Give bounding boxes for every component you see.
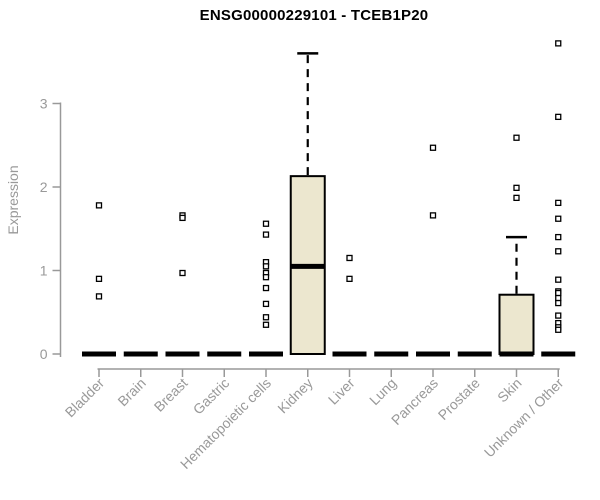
outlier-unknown-other-11 xyxy=(555,312,562,319)
outlier-pancreas-0 xyxy=(429,144,437,151)
outlier-skin-2 xyxy=(513,194,520,202)
outlier-bladder-2 xyxy=(95,293,103,300)
x-tick-label-breast: Breast xyxy=(151,375,191,415)
x-tick-label-kidney: Kidney xyxy=(274,375,316,417)
outlier-unknown-other-3 xyxy=(555,215,562,222)
outlier-hematopoietic-cells-7 xyxy=(262,300,270,308)
outlier-hematopoietic-cells-0 xyxy=(262,220,270,227)
outlier-unknown-other-1 xyxy=(555,113,562,121)
x-tick-label-lung: Lung xyxy=(366,375,399,408)
outlier-bladder-1 xyxy=(95,275,103,283)
outlier-hematopoietic-cells-3 xyxy=(262,263,270,270)
outlier-bladder-0 xyxy=(95,202,103,209)
outlier-pancreas-1 xyxy=(429,212,437,219)
outlier-unknown-other-0 xyxy=(555,40,562,47)
outlier-unknown-other-10 xyxy=(555,299,562,307)
outlier-skin-0 xyxy=(513,134,520,141)
y-tick-label: 2 xyxy=(40,179,48,195)
x-tick-label-skin: Skin xyxy=(494,375,525,406)
outlier-liver-0 xyxy=(346,254,353,262)
outlier-hematopoietic-cells-6 xyxy=(262,284,270,292)
outlier-hematopoietic-cells-8 xyxy=(262,314,270,321)
x-tick-label-liver: Liver xyxy=(325,375,358,408)
outlier-breast-1 xyxy=(179,214,186,222)
chart-title: ENSG00000229101 - TCEB1P20 xyxy=(199,7,429,24)
outlier-unknown-other-2 xyxy=(555,199,562,207)
outlier-breast-2 xyxy=(179,269,186,277)
x-tick-label-bladder: Bladder xyxy=(62,375,108,421)
outlier-skin-1 xyxy=(513,184,520,191)
x-tick-label-brain: Brain xyxy=(114,375,148,409)
box-skin xyxy=(498,293,535,355)
y-tick-label: 3 xyxy=(40,96,48,112)
x-tick-label-prostate: Prostate xyxy=(435,375,483,423)
outlier-unknown-other-6 xyxy=(555,276,562,283)
outlier-unknown-other-4 xyxy=(555,233,562,241)
x-tick-label-unknown-other: Unknown / Other xyxy=(481,375,567,461)
outlier-unknown-other-5 xyxy=(555,248,562,255)
outlier-hematopoietic-cells-5 xyxy=(262,274,270,281)
outlier-unknown-other-9 xyxy=(555,294,562,302)
outlier-hematopoietic-cells-9 xyxy=(262,321,270,328)
outlier-liver-1 xyxy=(346,275,353,283)
outlier-unknown-other-8 xyxy=(555,289,562,297)
y-tick-label: 1 xyxy=(40,263,48,279)
outlier-unknown-other-14 xyxy=(555,326,562,333)
outlier-hematopoietic-cells-1 xyxy=(262,231,270,238)
y-tick-label: 0 xyxy=(40,346,48,362)
